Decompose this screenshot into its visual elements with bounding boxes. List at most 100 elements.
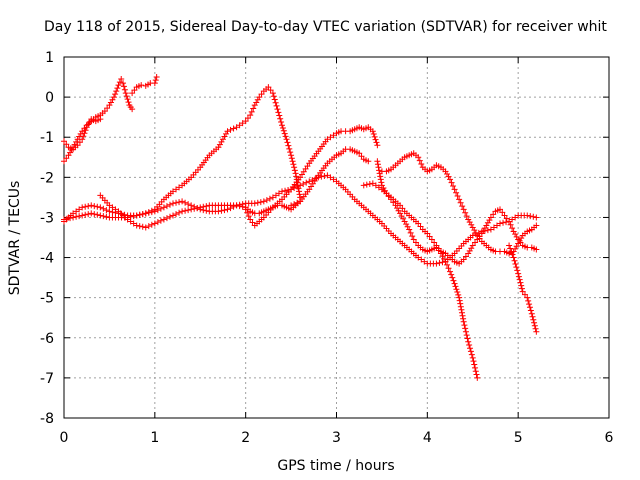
data-point <box>139 223 146 230</box>
data-point <box>511 257 518 264</box>
data-point <box>321 172 328 179</box>
data-point <box>473 371 480 378</box>
data-point <box>530 316 537 323</box>
data-point <box>532 325 539 332</box>
data-point <box>497 220 503 227</box>
data-point <box>447 268 454 275</box>
data-point <box>97 204 104 211</box>
data-point <box>474 374 481 381</box>
data-point <box>283 136 290 143</box>
data-point <box>507 245 514 252</box>
data-point <box>142 224 149 231</box>
data-point <box>80 133 87 140</box>
data-point <box>244 209 251 216</box>
data-point <box>451 186 458 193</box>
data-point <box>282 133 289 140</box>
data-point <box>518 282 525 289</box>
data-point <box>513 264 520 271</box>
data-point <box>82 211 89 218</box>
data-point <box>254 199 261 206</box>
data-point <box>97 116 104 123</box>
data-point <box>378 179 385 186</box>
data-point <box>469 242 476 249</box>
data-point <box>244 115 251 122</box>
data-point <box>61 216 67 223</box>
series-track-h <box>374 158 481 381</box>
data-point <box>455 291 462 298</box>
data-point <box>508 248 515 255</box>
data-point <box>462 325 469 332</box>
data-point <box>82 127 89 134</box>
data-point <box>160 216 167 223</box>
data-point <box>457 199 464 206</box>
x-tick-label: 1 <box>150 430 159 446</box>
data-point <box>450 183 457 190</box>
data-point <box>294 182 301 189</box>
data-point <box>433 260 440 267</box>
data-point <box>327 134 334 141</box>
data-point <box>133 212 140 219</box>
series-track-g <box>242 124 381 229</box>
data-point <box>76 206 83 213</box>
data-point <box>61 138 67 145</box>
data-point <box>133 222 140 229</box>
data-point <box>160 204 167 211</box>
data-point <box>274 106 281 113</box>
data-point <box>271 96 278 103</box>
data-point <box>200 203 207 210</box>
data-point <box>531 322 538 329</box>
data-point <box>512 214 519 221</box>
data-point <box>453 189 460 196</box>
data-point <box>533 328 540 335</box>
data-point <box>303 179 310 186</box>
data-point <box>110 94 117 101</box>
data-point <box>374 161 381 168</box>
data-point <box>166 213 173 220</box>
data-point <box>324 136 331 143</box>
data-point <box>501 212 508 219</box>
y-axis-label: SDTVAR / TECUs <box>7 181 23 296</box>
data-point <box>130 220 137 227</box>
data-point <box>439 259 446 266</box>
data-point <box>290 161 297 168</box>
data-point <box>525 297 532 304</box>
data-point <box>269 90 276 97</box>
data-point <box>418 256 425 263</box>
data-point <box>526 301 533 308</box>
data-point <box>121 86 128 93</box>
data-point <box>524 294 531 301</box>
y-tick-label: -7 <box>40 371 54 387</box>
data-point <box>284 139 291 146</box>
data-point <box>278 118 285 125</box>
data-point <box>529 313 536 320</box>
data-point <box>269 194 276 201</box>
data-point <box>372 182 379 189</box>
data-point <box>428 236 435 243</box>
data-point <box>377 176 384 183</box>
data-point <box>291 164 298 171</box>
data-point <box>306 178 313 185</box>
data-point <box>458 309 465 316</box>
data-point <box>145 223 152 230</box>
data-point <box>288 152 295 159</box>
data-point <box>449 274 456 281</box>
data-point <box>151 220 158 227</box>
y-tick-label: 0 <box>45 90 54 106</box>
data-point <box>417 223 424 230</box>
data-point <box>173 186 180 193</box>
data-point <box>412 239 419 246</box>
data-point <box>131 87 138 94</box>
data-point <box>109 204 116 211</box>
data-point <box>182 207 189 214</box>
data-point <box>506 218 513 225</box>
data-point <box>418 160 425 167</box>
data-point <box>324 172 331 179</box>
data-point <box>91 203 98 210</box>
data-point <box>248 108 255 115</box>
x-tick-label: 0 <box>60 430 69 446</box>
y-tick-label: -8 <box>40 411 54 427</box>
data-point <box>115 82 122 89</box>
data-point <box>64 215 71 222</box>
data-point <box>527 307 534 314</box>
